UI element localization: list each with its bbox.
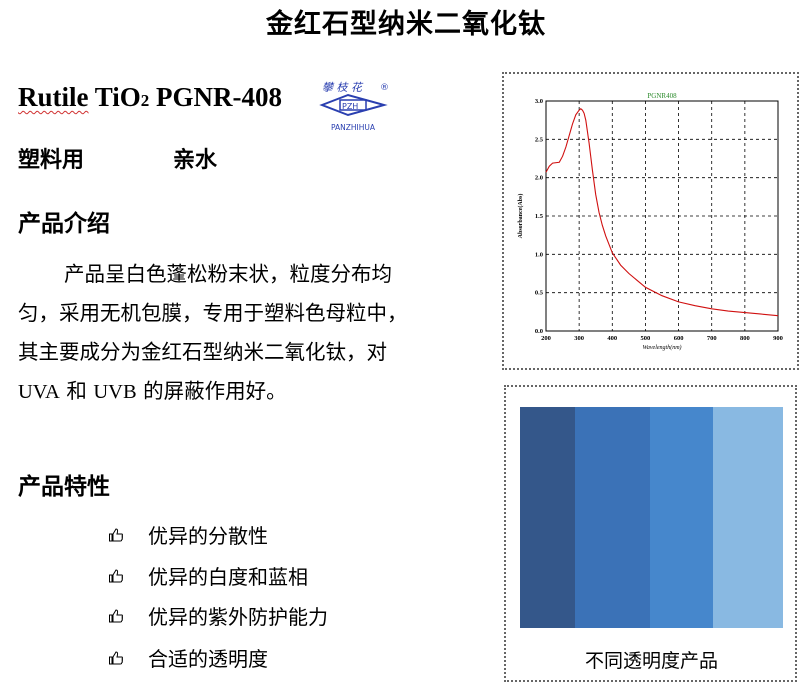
usage-line: 塑料用 亲水 [18,142,217,174]
application-label: 塑料用 [18,148,85,173]
y-tick-label: 3.0 [535,98,543,105]
thumbs-up-icon [109,527,123,541]
features-heading: 产品特性 [18,474,110,500]
y-tick-label: 2.5 [535,136,544,143]
x-tick-label: 800 [740,335,750,342]
y-tick-label: 1.0 [535,251,543,258]
x-tick-label: 500 [641,335,651,342]
property-label: 亲水 [173,148,218,173]
panzhihua-logo: 攀 枝 花 ® PZH PANZHIHUA [318,78,390,138]
intro-paragraph: 产品呈白色蓬松粉末状，粒度分布均匀，采用无机包膜，专用于塑料色母粒中，其主要成分… [18,255,418,412]
transparency-samples-photo [520,407,783,628]
sample-stripe [650,407,713,628]
product-name-rutile: Rutile [18,82,89,112]
photo-frame [504,385,797,682]
svg-text:PANZHIHUA: PANZHIHUA [331,123,376,132]
sample-stripe [713,407,783,628]
sample-stripe [520,407,575,628]
absorbance-chart: 200 300 400 500 600 700 800 900 0.0 0.5 1.0 1.5 2.0 2… [517,92,783,351]
intro-text-2: 的屏蔽作用好。 [143,379,287,403]
feature-item: 合适的透明度 [108,643,268,672]
feature-text: 优异的紫外防护能力 [148,605,328,629]
intro-heading: 产品介绍 [18,211,110,237]
x-tick-label: 200 [541,335,551,342]
sample-stripe [575,407,650,628]
x-tick-label: 700 [707,335,717,342]
thumbs-up-icon [109,568,123,582]
product-name: Rutile TiO2 PGNR-408 [18,82,282,113]
plot-border [545,100,779,332]
intro-text-1: 产品呈白色蓬松粉末状，粒度分布均匀，采用无机包膜，专用于塑料色母粒中，其主要成分… [18,262,408,364]
feature-item: 优异的紫外防护能力 [108,601,328,630]
product-code: PGNR-408 [156,82,283,112]
svg-text:®: ® [380,83,389,93]
y-tick-label: 0.5 [535,290,544,297]
product-name-subscript: 2 [140,91,150,110]
y-axis-label: Absorbance(Abs) [517,194,524,239]
intro-uvb: UVB [93,381,137,403]
thumbs-up-icon [109,650,123,664]
chart-title: PGNR408 [647,92,677,100]
feature-item: 优异的分散性 [108,520,268,549]
y-tick-label: 1.5 [535,213,544,220]
x-tick-label: 400 [607,335,617,342]
svg-text:PZH: PZH [342,102,358,111]
intro-and: 和 [66,379,87,403]
document-title: 金红石型纳米二氧化钛 [266,9,546,40]
y-tick-label: 2.0 [535,175,543,182]
feature-text: 优异的分散性 [148,524,268,548]
absorbance-line [545,107,779,317]
product-name-tio: TiO [94,82,141,112]
feature-text: 合适的透明度 [148,647,268,671]
intro-uva: UVA [18,381,60,403]
absorbance-chart-frame [502,72,799,370]
x-tick-label: 300 [574,335,584,342]
x-axis-label: Wavelength(nm) [642,344,681,351]
feature-item: 优异的白度和蓝相 [108,561,308,590]
svg-text:攀 枝 花: 攀 枝 花 [322,81,364,94]
y-tick-label: 0.0 [535,328,543,335]
photo-caption: 不同透明度产品 [584,650,718,672]
x-tick-label: 900 [773,335,783,342]
x-tick-label: 600 [674,335,684,342]
feature-text: 优异的白度和蓝相 [148,565,308,589]
thumbs-up-icon [109,608,123,622]
